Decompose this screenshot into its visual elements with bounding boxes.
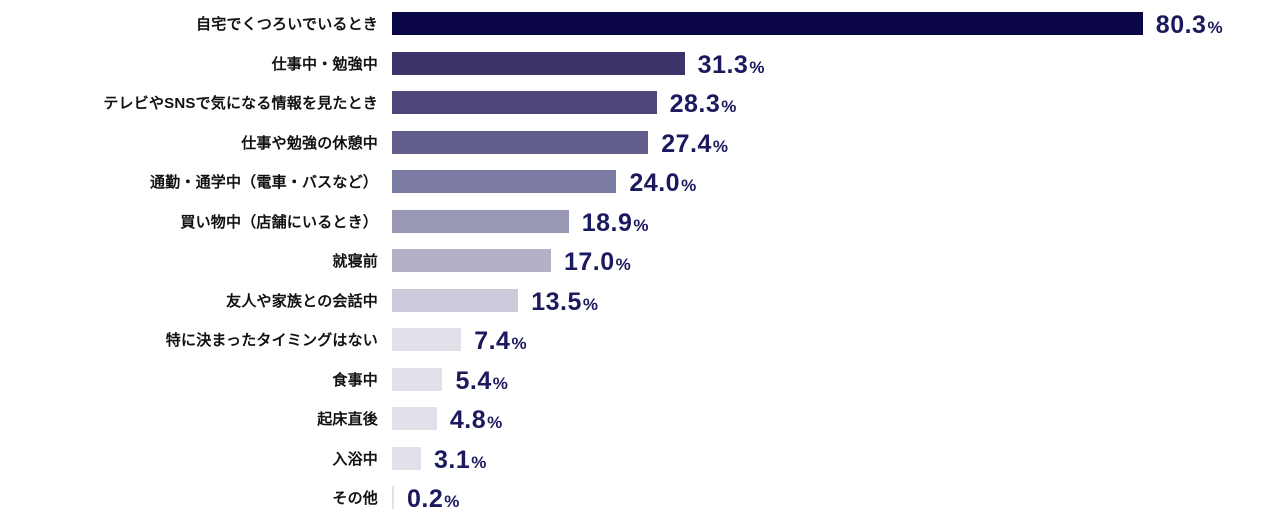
category-label: 食事中 [332, 371, 378, 389]
chart-row: 自宅でくつろいでいるとき 80.3% [0, 4, 1270, 44]
bar [392, 209, 569, 233]
value-suffix: % [712, 136, 728, 156]
bar [392, 12, 1143, 36]
value-number: 0.2 [407, 485, 444, 514]
value-number: 17.0 [563, 248, 615, 277]
bar-area: 17.0% [392, 241, 1270, 281]
chart-row: 入浴中 3.1% [0, 439, 1270, 479]
category-label: 友人や家族との会話中 [226, 292, 378, 310]
value-number: 28.3 [669, 90, 721, 119]
value-label: 31.3% [697, 50, 765, 79]
chart-row: 買い物中（店舗にいるとき） 18.9% [0, 202, 1270, 242]
value-number: 27.4 [661, 129, 712, 158]
value-suffix: % [444, 492, 460, 512]
value-number: 80.3 [1155, 11, 1207, 40]
bar-area: 80.3% [392, 4, 1270, 44]
bar [392, 328, 462, 352]
value-suffix: % [471, 452, 487, 472]
bar-area: 31.3% [392, 44, 1270, 84]
value-suffix: % [633, 215, 649, 235]
value-label: 17.0% [564, 250, 631, 275]
value-number: 4.8 [449, 406, 487, 435]
bar-area: 28.3% [392, 83, 1270, 123]
bar-area: 5.4% [392, 360, 1270, 400]
chart-row: 起床直後 4.8% [0, 399, 1270, 439]
chart-row: 仕事や勉強の休憩中 27.4% [0, 123, 1270, 163]
category-label: その他 [332, 490, 378, 508]
bar-area: 13.5% [392, 281, 1270, 321]
value-suffix: % [582, 294, 599, 314]
value-label: 18.9% [581, 208, 649, 237]
value-suffix: % [487, 413, 503, 433]
chart-row: 友人や家族との会話中 13.5% [0, 281, 1270, 321]
value-number: 18.9 [581, 208, 633, 237]
value-suffix: % [749, 57, 765, 77]
value-label: 4.8% [450, 408, 502, 433]
chart-row: テレビやSNSで気になる情報を見たとき 28.3% [0, 83, 1270, 123]
chart-row: 特に決まったタイミングはない 7.4% [0, 320, 1270, 360]
category-label: 自宅でくつろいでいるとき [196, 16, 378, 34]
bar [392, 367, 443, 391]
value-label: 0.2% [407, 487, 459, 512]
value-suffix: % [511, 334, 527, 354]
category-label: 起床直後 [317, 411, 378, 429]
category-label: 仕事や勉強の休憩中 [241, 134, 378, 152]
bar-area: 4.8% [392, 399, 1270, 439]
category-label: 通勤・通学中（電車・バスなど） [149, 174, 378, 192]
bar-area: 24.0% [392, 162, 1270, 202]
value-number: 3.1 [433, 445, 471, 474]
category-label: 仕事中・勉強中 [271, 55, 378, 73]
category-label: 買い物中（店舗にいるとき） [180, 213, 378, 231]
category-label: 入浴中 [332, 450, 378, 468]
value-number: 24.0 [629, 169, 681, 198]
chart-row: 通勤・通学中（電車・バスなど） 24.0% [0, 162, 1270, 202]
category-label: 特に決まったタイミングはない [165, 332, 378, 350]
value-number: 5.4 [455, 366, 492, 395]
bar [392, 130, 649, 154]
value-suffix: % [615, 255, 631, 275]
bar [392, 51, 685, 75]
category-label: テレビやSNSで気になる情報を見たとき [103, 95, 378, 113]
bar-area: 18.9% [392, 202, 1270, 242]
value-label: 80.3% [1156, 13, 1223, 38]
bar-area: 0.2% [392, 478, 1270, 517]
value-label: 5.4% [455, 366, 508, 395]
bar [392, 91, 657, 115]
value-label: 13.5% [531, 287, 599, 316]
value-label: 3.1% [433, 445, 487, 474]
chart-row: 就寝前 17.0% [0, 241, 1270, 281]
bar-chart: 自宅でくつろいでいるとき 80.3% 仕事中・勉強中 31.3% テレビやSNS… [0, 4, 1270, 517]
bar [392, 288, 519, 312]
chart-row: 仕事中・勉強中 31.3% [0, 44, 1270, 84]
chart-row: その他 0.2% [0, 478, 1270, 517]
value-label: 28.3% [670, 92, 737, 117]
value-number: 7.4 [474, 327, 511, 356]
bar [392, 446, 421, 470]
bar-area: 27.4% [392, 123, 1270, 163]
chart-row: 食事中 5.4% [0, 360, 1270, 400]
value-number: 13.5 [531, 287, 582, 316]
bar-area: 3.1% [392, 439, 1270, 479]
value-suffix: % [1207, 18, 1223, 38]
value-label: 24.0% [629, 171, 696, 196]
value-suffix: % [721, 97, 737, 117]
bar-area: 7.4% [392, 320, 1270, 360]
value-suffix: % [681, 176, 697, 196]
value-label: 27.4% [661, 129, 728, 158]
value-number: 31.3 [697, 50, 749, 79]
category-label: 就寝前 [332, 253, 378, 271]
bar [392, 407, 437, 431]
value-label: 7.4% [474, 329, 526, 354]
bar [392, 486, 394, 510]
bar [392, 170, 617, 194]
bar [392, 249, 551, 273]
value-suffix: % [492, 373, 508, 393]
